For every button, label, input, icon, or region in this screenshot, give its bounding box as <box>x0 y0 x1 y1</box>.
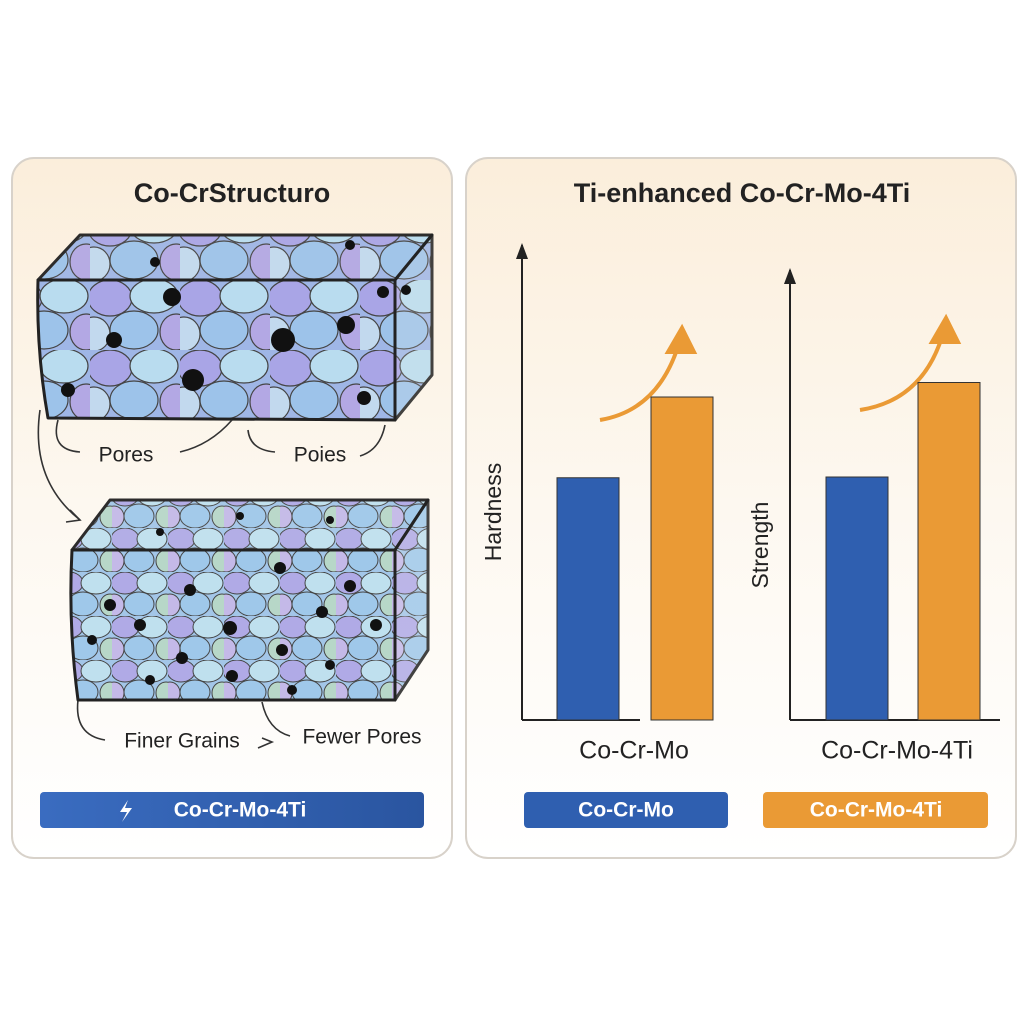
bolt-icon <box>120 800 132 822</box>
y-axis-label: Strength <box>747 502 773 589</box>
coarse-block <box>36 233 434 422</box>
x-axis-label: Co-Cr-Mo-4Ti <box>821 737 973 765</box>
bar <box>917 382 981 721</box>
fine-block <box>69 498 430 702</box>
legend-label: Co-Cr-Mo <box>578 799 674 822</box>
badge-text: Co-Cr-Mo-4Ti <box>174 799 307 822</box>
bar <box>650 396 714 721</box>
pore-label: Pores <box>99 444 154 467</box>
left-title: Co-CrStructuro <box>134 178 331 208</box>
fine-pores <box>87 512 382 695</box>
pore-label: Poies <box>294 444 347 467</box>
grain-label: Finer Grains <box>124 730 240 753</box>
axis-arrow <box>516 243 528 259</box>
bar <box>825 476 889 721</box>
y-axis-label: Hardness <box>480 463 506 561</box>
legend-swatch <box>524 792 728 828</box>
callouts <box>37 409 386 749</box>
bar <box>556 477 620 721</box>
legend-swatch <box>763 792 988 828</box>
axis-arrow <box>784 268 796 284</box>
pores <box>61 240 411 405</box>
grain-label: Fewer Pores <box>302 726 421 749</box>
legend-label: Co-Cr-Mo-4Ti <box>810 799 943 822</box>
badge <box>40 792 424 828</box>
trend-arrows <box>599 313 962 422</box>
x-axis-label: Co-Cr-Mo <box>579 737 689 765</box>
right-title: Ti-enhanced Co-Cr-Mo-4Ti <box>574 178 911 208</box>
